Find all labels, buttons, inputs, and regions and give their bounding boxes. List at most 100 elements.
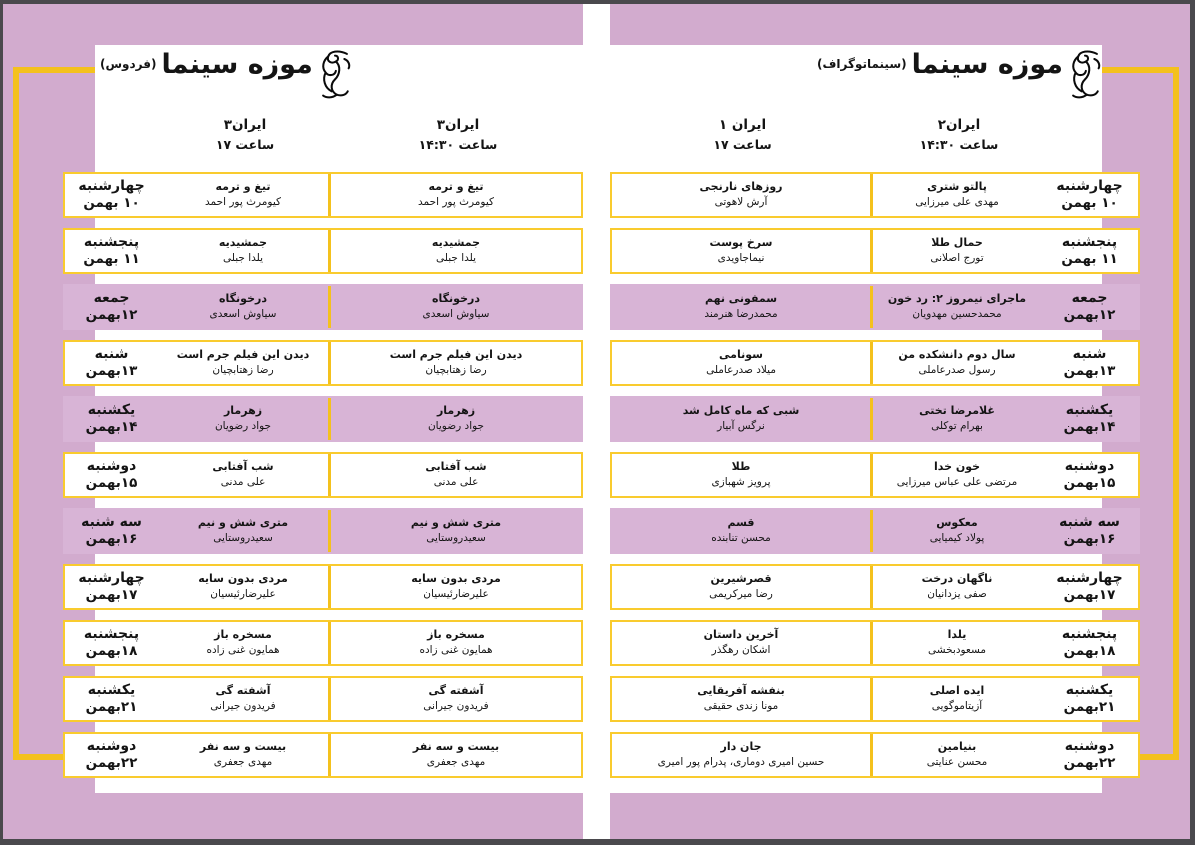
yellow-frame-left-bottom	[13, 754, 63, 760]
day-date: ۱۴بهمن	[85, 419, 138, 436]
page-fold-gutter	[583, 4, 610, 839]
day-date: ۱۷بهمن	[1063, 587, 1116, 604]
day-date: ۱۲بهمن	[1063, 307, 1116, 324]
screening-cell: تیغ و ترمه کیومرث پور احمد	[158, 174, 328, 216]
film-director: پرویز شهبازی	[711, 476, 771, 489]
day-name: جمعه	[93, 289, 130, 306]
day-date: ۱۴بهمن	[1063, 419, 1116, 436]
film-director: فریدون جیرانی	[423, 700, 489, 713]
hall-name: ایران۲	[937, 117, 981, 133]
day-date: ۱۸بهمن	[85, 643, 138, 660]
screening-cell: متری شش و نیم سعیدروستایی	[331, 510, 581, 552]
column-divider-line	[870, 454, 873, 496]
column-divider-line	[328, 342, 331, 384]
film-director: بهرام توکلی	[931, 420, 983, 433]
day-cell: دوشنبه ۱۵بهمن	[1041, 454, 1138, 496]
screening-cell: حمال طلا تورج اصلانی	[873, 230, 1041, 272]
day-name: چهارشنبه	[1056, 569, 1123, 586]
film-title: ناگهان درخت	[921, 572, 993, 586]
day-name: پنجشنبه	[83, 625, 140, 642]
film-title: قصرشیرین	[710, 572, 772, 586]
screening-cell: جمشیدیه یلدا جبلی	[158, 230, 328, 272]
film-director: میلاد صدرعاملی	[706, 364, 776, 377]
film-title: درخونگاه	[432, 292, 480, 306]
film-director: نرگس آبیار	[717, 420, 765, 433]
film-title: سمفونی نهم	[704, 292, 778, 306]
day-name: شنبه	[94, 345, 129, 362]
day-cell: چهارشنبه ۱۷بهمن	[65, 566, 158, 608]
screening-cell: شبی که ماه کامل شد نرگس آبیار	[612, 398, 870, 440]
column-divider-line	[870, 398, 873, 440]
film-title: دیدن این فیلم جرم است	[389, 348, 523, 362]
film-director: نیماجاویدی	[717, 252, 765, 265]
film-title: تیغ و ترمه	[428, 180, 484, 194]
film-title: معکوس	[936, 516, 978, 530]
schedule-row: تیغ و ترمه کیومرث پور احمد تیغ و ترمه کیومر…	[63, 172, 583, 218]
film-title: آخرین داستان	[703, 628, 779, 642]
day-cell: پنجشنبه ۱۱ بهمن	[65, 230, 158, 272]
day-cell: یکشنبه ۱۴بهمن	[65, 398, 158, 440]
day-date: ۱۶بهمن	[85, 531, 138, 548]
film-director: محسن عنایتی	[926, 756, 988, 769]
yellow-frame-left-vertical	[13, 67, 19, 760]
day-name: شنبه	[1072, 345, 1107, 362]
hall-header: ایران۳ ساعت ۱۴:۳۰	[333, 116, 583, 155]
schedule-board: موزه سینما (سینماتوگراف) ایران۲ ساعت ۱۴:…	[3, 4, 1190, 839]
day-name: یکشنبه	[87, 681, 136, 698]
column-divider-line	[328, 398, 331, 440]
venue-header-cinematograph: موزه سینما (سینماتوگراف)	[817, 50, 1102, 108]
hall-header: ایران۳ ساعت ۱۷	[160, 116, 330, 155]
day-cell: یکشنبه ۲۱بهمن	[1041, 678, 1138, 720]
fajr-simorgh-logo-icon	[1068, 48, 1102, 108]
film-director: یلدا جبلی	[435, 252, 477, 265]
film-director: کیومرث پور احمد	[418, 196, 494, 209]
hall-header: ایران ۱ ساعت ۱۷	[613, 116, 872, 155]
film-title: بیست و سه نفر	[199, 740, 287, 754]
day-cell: سه شنبه ۱۶بهمن	[1041, 510, 1138, 552]
film-director: محمدرضا هنرمند	[704, 308, 778, 321]
screening-cell: قسم محسن تنابنده	[612, 510, 870, 552]
day-name: دوشنبه	[1064, 737, 1115, 754]
film-title: ماجرای نیمروز ۲: رد خون	[887, 292, 1027, 306]
schedule-row: آشفته گی فریدون جیرانی آشفته گی فریدون جیرا…	[63, 676, 583, 722]
film-director: سعیدروستایی	[213, 532, 273, 545]
column-divider-line	[328, 510, 331, 552]
schedule-row: سه شنبه ۱۶بهمن معکوس پولاد کیمیایی قسم محسن ت…	[610, 508, 1140, 554]
schedule-row: زهرمار جواد رضویان زهرمار جواد رضویان یکشنبه…	[63, 396, 583, 442]
film-title: شبی که ماه کامل شد	[682, 404, 800, 418]
column-divider-line	[870, 566, 873, 608]
screening-cell: طلا پرویز شهبازی	[612, 454, 870, 496]
column-divider-line	[870, 678, 873, 720]
screening-cell: معکوس پولاد کیمیایی	[873, 510, 1041, 552]
film-director: رضا میرکریمی	[709, 588, 773, 601]
column-divider-line	[870, 174, 873, 216]
screening-cell: قصرشیرین رضا میرکریمی	[612, 566, 870, 608]
screening-cell: تیغ و ترمه کیومرث پور احمد	[331, 174, 581, 216]
screening-cell: دیدن این فیلم جرم است رضا زهتابچیان	[331, 342, 581, 384]
film-title: بنیامین	[937, 740, 977, 754]
film-title: زهرمار	[436, 404, 476, 418]
screening-cell: غلامرضا تختی بهرام توکلی	[873, 398, 1041, 440]
screening-cell: خون خدا مرتضی علی عباس میرزایی	[873, 454, 1041, 496]
day-name: پنجشنبه	[1061, 233, 1118, 250]
day-date: ۲۲بهمن	[1063, 755, 1116, 772]
schedule-row: مردی بدون سایه علیرضارئیسیان مردی بدون سای…	[63, 564, 583, 610]
film-title: جمشیدیه	[218, 236, 268, 250]
day-name: چهارشنبه	[1056, 177, 1123, 194]
fajr-simorgh-logo-icon	[318, 48, 352, 108]
schedule-row: چهارشنبه ۱۷بهمن ناگهان درخت صفی یزدانیان قصر…	[610, 564, 1140, 610]
column-divider-line	[328, 230, 331, 272]
screening-cell: سونامی میلاد صدرعاملی	[612, 342, 870, 384]
schedule-row: مسخره باز همایون غنی زاده مسخره باز همایون …	[63, 620, 583, 666]
film-title: غلامرضا تختی	[919, 404, 995, 418]
day-date: ۱۱ بهمن	[1061, 251, 1118, 268]
day-date: ۱۰ بهمن	[83, 195, 140, 212]
screening-cell: درخونگاه سیاوش اسعدی	[331, 286, 581, 328]
film-director: پولاد کیمیایی	[929, 532, 985, 545]
screening-cell: درخونگاه سیاوش اسعدی	[158, 286, 328, 328]
screening-cell: روزهای نارنجی آرش لاهوتی	[612, 174, 870, 216]
film-title: سرخ پوست	[709, 236, 773, 250]
hall-name: ایران ۱	[718, 117, 767, 133]
film-title: آشفته گی	[215, 684, 271, 698]
